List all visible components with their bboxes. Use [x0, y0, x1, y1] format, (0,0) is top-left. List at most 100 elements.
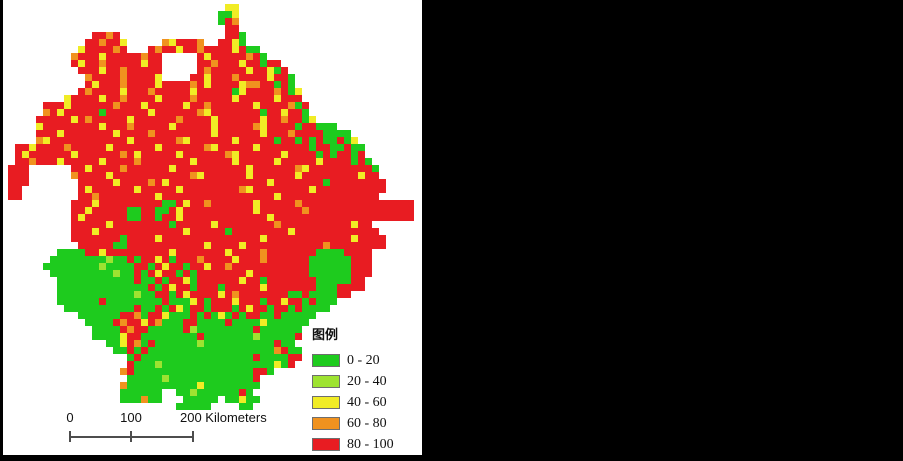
- map-cell: [162, 291, 169, 298]
- map-cell: [218, 382, 225, 389]
- map-cell: [211, 298, 218, 305]
- map-cell: [239, 235, 246, 242]
- map-cell: [253, 242, 260, 249]
- map-cell: [316, 123, 323, 130]
- map-cell: [232, 81, 239, 88]
- map-cell: [85, 193, 92, 200]
- map-cell: [218, 193, 225, 200]
- map-cell: [211, 354, 218, 361]
- map-cell: [246, 389, 253, 396]
- map-cell: [225, 214, 232, 221]
- map-cell: [302, 137, 309, 144]
- map-cell: [190, 242, 197, 249]
- map-cell: [288, 74, 295, 81]
- map-cell: [197, 81, 204, 88]
- map-cell: [120, 88, 127, 95]
- map-cell: [302, 158, 309, 165]
- map-cell: [78, 200, 85, 207]
- map-cell: [134, 221, 141, 228]
- map-cell: [225, 137, 232, 144]
- map-cell: [50, 123, 57, 130]
- map-cell: [281, 116, 288, 123]
- map-cell: [71, 60, 78, 67]
- map-cell: [162, 326, 169, 333]
- map-cell: [260, 291, 267, 298]
- map-cell: [309, 116, 316, 123]
- map-cell: [239, 39, 246, 46]
- map-cell: [281, 207, 288, 214]
- map-cell: [225, 298, 232, 305]
- map-cell: [92, 67, 99, 74]
- map-cell: [190, 235, 197, 242]
- map-cell: [218, 389, 225, 396]
- map-cell: [274, 333, 281, 340]
- map-cell: [176, 172, 183, 179]
- legend-title: 图例: [312, 327, 339, 342]
- map-cell: [190, 305, 197, 312]
- map-cell: [330, 214, 337, 221]
- map-cell: [218, 95, 225, 102]
- map-cell: [162, 193, 169, 200]
- map-cell: [246, 130, 253, 137]
- map-cell: [218, 256, 225, 263]
- map-cell: [92, 228, 99, 235]
- map-cell: [113, 298, 120, 305]
- map-cell: [106, 277, 113, 284]
- map-cell: [120, 333, 127, 340]
- map-cell: [99, 277, 106, 284]
- map-cell: [155, 319, 162, 326]
- map-cell: [71, 116, 78, 123]
- map-cell: [141, 74, 148, 81]
- map-cell: [85, 277, 92, 284]
- map-cell: [211, 326, 218, 333]
- map-cell: [239, 403, 246, 410]
- map-cell: [127, 235, 134, 242]
- map-cell: [183, 340, 190, 347]
- map-cell: [197, 291, 204, 298]
- map-cell: [386, 200, 393, 207]
- map-cell: [176, 277, 183, 284]
- map-cell: [239, 326, 246, 333]
- map-cell: [288, 347, 295, 354]
- map-cell: [99, 109, 106, 116]
- map-cell: [92, 151, 99, 158]
- map-cell: [155, 305, 162, 312]
- map-cell: [295, 256, 302, 263]
- map-cell: [141, 361, 148, 368]
- map-cell: [169, 368, 176, 375]
- map-cell: [127, 333, 134, 340]
- map-cell: [260, 151, 267, 158]
- map-cell: [218, 242, 225, 249]
- map-cell: [155, 221, 162, 228]
- map-cell: [141, 354, 148, 361]
- map-cell: [365, 179, 372, 186]
- map-cell: [344, 179, 351, 186]
- map-cell: [281, 200, 288, 207]
- map-cell: [211, 46, 218, 53]
- map-cell: [260, 354, 267, 361]
- map-cell: [225, 312, 232, 319]
- map-cell: [169, 102, 176, 109]
- map-cell: [106, 53, 113, 60]
- map-cell: [358, 172, 365, 179]
- map-cell: [246, 116, 253, 123]
- map-cell: [330, 270, 337, 277]
- map-cell: [176, 368, 183, 375]
- map-cell: [120, 39, 127, 46]
- map-cell: [134, 291, 141, 298]
- map-cell: [253, 375, 260, 382]
- map-cell: [225, 81, 232, 88]
- map-cell: [134, 389, 141, 396]
- map-cell: [246, 172, 253, 179]
- map-cell: [64, 256, 71, 263]
- map-cell: [288, 228, 295, 235]
- map-cell: [155, 326, 162, 333]
- map-cell: [337, 193, 344, 200]
- map-cell: [169, 172, 176, 179]
- map-cell: [316, 270, 323, 277]
- map-cell: [197, 235, 204, 242]
- map-cell: [57, 277, 64, 284]
- map-cell: [92, 179, 99, 186]
- map-cell: [344, 151, 351, 158]
- map-cell: [239, 53, 246, 60]
